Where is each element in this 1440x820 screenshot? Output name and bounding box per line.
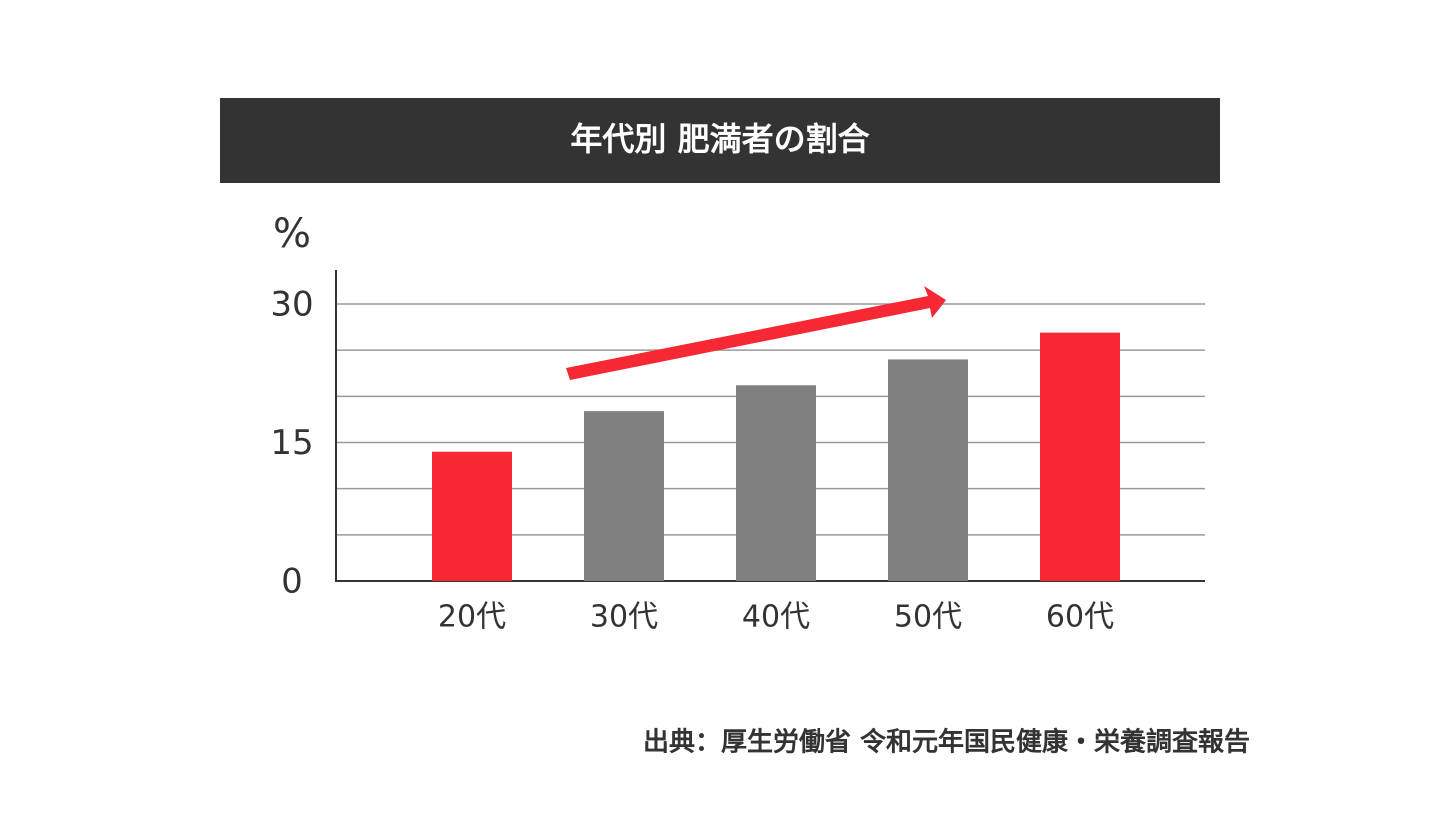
source-note: 出典：厚生労働省 令和元年国民健康・栄養調査報告 [643, 727, 1250, 758]
bar [584, 411, 664, 581]
x-tick-label: 50代 [894, 600, 962, 635]
x-tick-label: 20代 [438, 600, 506, 635]
bar [888, 359, 968, 581]
x-tick-label: 60代 [1046, 600, 1114, 635]
y-axis-label: % [273, 211, 311, 257]
y-tick-label: 30 [270, 285, 313, 325]
title-bar [220, 98, 1220, 183]
x-tick-label: 30代 [590, 600, 658, 635]
bar [432, 451, 512, 581]
chart-title: 年代別 肥満者の割合 [570, 120, 869, 158]
y-tick-label: 0 [281, 562, 303, 602]
bar [1040, 332, 1120, 581]
trend-arrow [566, 286, 946, 380]
y-tick-label: 15 [270, 423, 313, 463]
x-tick-label: 40代 [742, 600, 810, 635]
bar [736, 385, 816, 581]
